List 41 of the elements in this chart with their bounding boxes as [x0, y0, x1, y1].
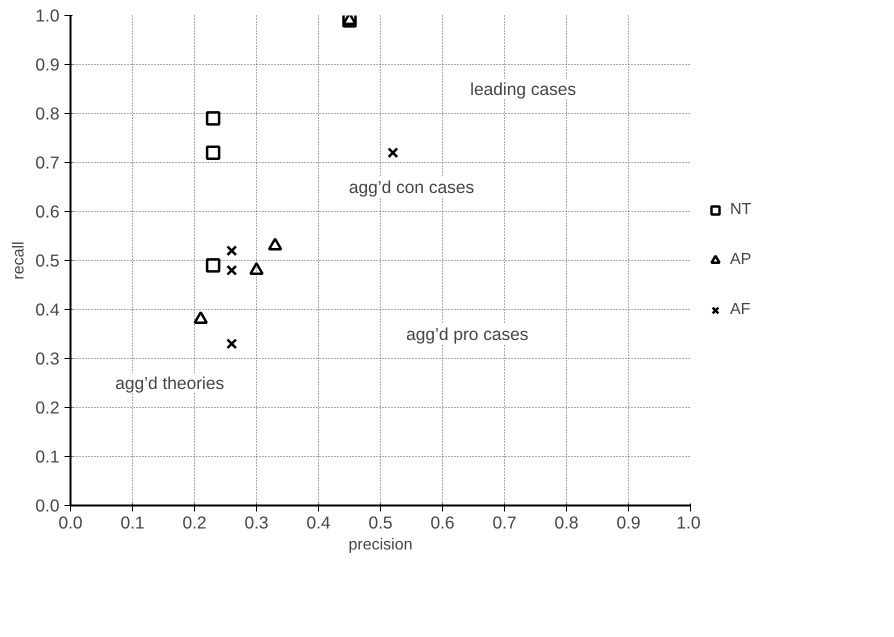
x-tick-label: 0.3: [244, 512, 269, 532]
annotation: agg’d con cases: [348, 177, 474, 197]
legend-label: AF: [730, 301, 750, 319]
x-tick-label: 1.0: [676, 512, 701, 532]
y-tick-label: 0.7: [35, 152, 60, 172]
annotation: agg’d pro cases: [406, 324, 529, 344]
y-tick-label: 0.9: [35, 54, 60, 74]
legend-label: AP: [730, 251, 752, 269]
point: [387, 147, 398, 158]
y-axis-title: recall: [10, 241, 28, 280]
annotation: leading cases: [470, 79, 576, 99]
point: [249, 262, 264, 276]
annotation: agg’d theories: [115, 373, 224, 393]
y-tick-label: 0.6: [35, 202, 60, 222]
point: [206, 145, 220, 160]
x-tick-label: 0.0: [58, 512, 83, 532]
y-tick-label: 0.8: [35, 104, 60, 124]
y-tick-label: 0.1: [35, 446, 60, 466]
x-tick-label: 0.8: [554, 512, 579, 532]
point: [226, 245, 238, 256]
x-tick-label: 0.9: [616, 512, 641, 532]
y-tick-label: 0.2: [35, 398, 60, 418]
x-tick-label: 0.6: [430, 512, 455, 532]
y-tick-label: 1.0: [35, 6, 60, 26]
point: [206, 111, 220, 126]
point: [206, 258, 220, 273]
y-tick-label: 0.0: [35, 496, 60, 516]
x-tick-label: 0.5: [368, 512, 393, 532]
x-tick-label: 0.7: [492, 512, 517, 532]
x-tick-label: 0.1: [120, 512, 145, 532]
x-axis-title: precision: [348, 536, 413, 554]
point: [268, 238, 282, 251]
point: [226, 264, 238, 276]
y-tick-label: 0.5: [35, 250, 60, 270]
y-tick-label: 0.4: [35, 300, 60, 320]
x-tick-label: 0.4: [306, 512, 331, 532]
point: [193, 311, 208, 324]
y-tick-label: 0.3: [35, 348, 60, 368]
legend-label: NT: [730, 201, 752, 219]
x-tick-label: 0.2: [182, 512, 207, 532]
point: [226, 338, 238, 350]
